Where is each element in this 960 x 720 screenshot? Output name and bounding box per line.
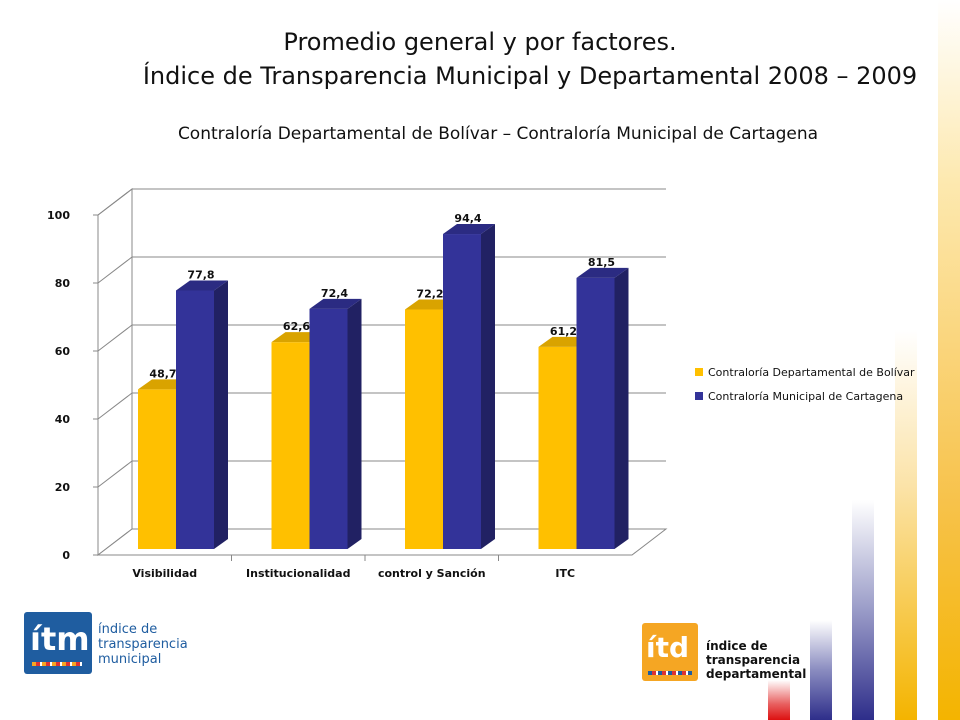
data-label: 61,2 (550, 325, 577, 338)
y-tick-label: 0 (62, 549, 70, 562)
bar-side (614, 267, 629, 549)
data-label: 62,6 (283, 320, 310, 333)
bar-front (176, 290, 214, 549)
bar-front (309, 308, 348, 549)
bar-side (347, 298, 362, 549)
y-tick-label: 40 (55, 413, 71, 426)
title-line-1: Promedio general y por factores. (283, 28, 677, 56)
bar-top (176, 280, 228, 291)
itd-logo-line3: departamental (706, 667, 807, 681)
data-label: 48,7 (149, 367, 176, 380)
decor-strip-gold-2 (895, 330, 917, 720)
bar-side (481, 224, 495, 550)
data-label: 77,8 (187, 268, 214, 281)
bar-front (538, 346, 577, 549)
legend-swatch-gold (695, 368, 703, 376)
data-label: 72,4 (321, 287, 348, 300)
y-tick-label: 60 (55, 345, 71, 358)
label-layer: 48,7 77,8 62,6 72,4 72,2 94,4 61,2 81,5 (149, 212, 615, 380)
y-tick-label: 100 (47, 209, 70, 222)
data-label: 94,4 (454, 212, 481, 225)
bar-top (309, 298, 362, 309)
itd-logo: ítd índice de transparencia departamenta… (642, 623, 806, 683)
x-tick-label: ITC (555, 567, 575, 580)
itd-logo-mark-text: ítd (646, 631, 690, 664)
decor-strip-gold-1 (938, 0, 960, 720)
legend-label: Contraloría Municipal de Cartagena (708, 389, 904, 403)
itm-logo-line3: municipal (98, 652, 162, 667)
y-tick-label: 20 (55, 481, 71, 494)
title-line-2: Índice de Transparencia Municipal y Depa… (142, 62, 918, 90)
gridline (97, 188, 666, 216)
x-tick-label: control y Sanción (378, 567, 486, 580)
grid-layer (96, 187, 668, 557)
bar-side (214, 280, 228, 549)
side-wall (97, 187, 133, 557)
bar-top (576, 267, 629, 278)
subtitle: Contraloría Departamental de Bolívar – C… (177, 124, 819, 144)
bar-top (443, 224, 495, 235)
legend-label: Contraloría Departamental de Bolívar (708, 365, 915, 379)
itd-logo-line2: transparencia (706, 653, 801, 667)
bar-layer (138, 224, 629, 550)
decor-strip-blue-1 (852, 500, 874, 720)
x-tick-label: Visibilidad (132, 567, 197, 580)
data-label: 81,5 (588, 256, 615, 269)
legend-item: Contraloría Municipal de Cartagena (695, 384, 915, 408)
y-tick-label: 80 (55, 277, 71, 290)
itd-logo-line1: índice de (706, 639, 768, 653)
itm-logo-line1: índice de (98, 622, 158, 637)
itm-logo-mark-text: ítm (30, 620, 90, 658)
itm-logo: ítm índice de transparencia municipal (24, 612, 204, 674)
x-tick-label: Institucionalidad (246, 567, 350, 580)
bar-front (576, 277, 615, 549)
bar-front (138, 389, 176, 549)
itm-logo-line2: transparencia (98, 637, 188, 652)
decor-strip-red (768, 680, 790, 720)
bar-front (405, 309, 443, 549)
data-label: 72,2 (416, 288, 443, 301)
legend-swatch-blue (695, 392, 703, 400)
legend: Contraloría Departamental de Bolívar Con… (695, 360, 915, 408)
itm-logo-dots (32, 662, 82, 666)
bar-front (443, 234, 481, 550)
itd-logo-dots (648, 671, 692, 675)
decor-strip-blue-2 (810, 620, 832, 720)
legend-item: Contraloría Departamental de Bolívar (695, 360, 915, 384)
bar-front (271, 342, 310, 549)
axis-layer: 0 20 40 60 80 100 Visibilidad Institucionalidad… (47, 209, 632, 580)
